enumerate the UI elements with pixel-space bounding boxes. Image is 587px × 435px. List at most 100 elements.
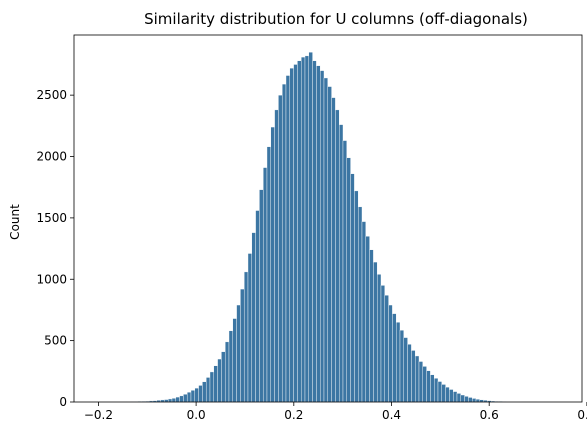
histogram-bar bbox=[354, 190, 359, 403]
histogram-bar bbox=[437, 381, 443, 403]
histogram-bar bbox=[266, 146, 271, 403]
histogram-bar bbox=[460, 394, 465, 403]
y-axis-ticks: 0 500 1000 1500 2000 2500 bbox=[36, 88, 74, 409]
x-tick-label: 0.4 bbox=[382, 408, 401, 422]
y-tick-label: 1500 bbox=[36, 211, 67, 225]
histogram-bar bbox=[361, 221, 366, 403]
histogram-bar bbox=[411, 350, 416, 403]
histogram-bar bbox=[251, 232, 256, 403]
histogram-bar bbox=[289, 67, 294, 403]
y-tick-label: 0 bbox=[59, 395, 67, 409]
histogram-bar bbox=[357, 206, 363, 403]
histogram-bar bbox=[183, 394, 188, 403]
histogram-bar bbox=[392, 313, 397, 403]
histogram-bar bbox=[380, 285, 385, 403]
x-tick-label: 0.8 bbox=[577, 408, 587, 422]
histogram-bar bbox=[399, 329, 404, 403]
histogram-bar bbox=[434, 378, 439, 403]
histogram-bar bbox=[262, 167, 268, 403]
chart-title: Similarity distribution for U columns (o… bbox=[144, 10, 528, 28]
plot-frame bbox=[73, 34, 583, 403]
histogram-bar bbox=[312, 60, 317, 403]
histogram-bar bbox=[426, 370, 431, 403]
histogram-bar bbox=[331, 97, 336, 403]
histogram-bar bbox=[369, 249, 374, 403]
histogram-bar bbox=[293, 64, 298, 403]
histogram-bar bbox=[475, 398, 481, 403]
histogram-bar bbox=[224, 341, 230, 403]
histogram-bar bbox=[217, 358, 222, 403]
histogram-bar bbox=[376, 274, 382, 403]
histogram-bar bbox=[202, 381, 207, 403]
histogram-bar bbox=[255, 210, 260, 403]
x-tick-label: −0.2 bbox=[84, 408, 113, 422]
histogram-bars bbox=[95, 51, 538, 403]
histogram-bar bbox=[323, 77, 328, 403]
histogram-bar bbox=[243, 271, 249, 403]
histogram-bar bbox=[304, 55, 309, 403]
x-tick-label: 0.6 bbox=[480, 408, 499, 422]
histogram-bar bbox=[186, 391, 192, 403]
histogram-bar bbox=[350, 173, 355, 403]
histogram-bar bbox=[395, 322, 401, 403]
histogram-bar bbox=[403, 337, 408, 403]
histogram-bar bbox=[167, 398, 173, 403]
histogram-bar bbox=[205, 377, 211, 403]
histogram-bar bbox=[338, 124, 344, 403]
histogram-bar bbox=[335, 109, 340, 403]
histogram-bar bbox=[327, 86, 332, 403]
histogram-bar bbox=[232, 318, 237, 403]
y-tick-label: 2500 bbox=[36, 88, 67, 102]
histogram-bar bbox=[240, 288, 245, 403]
histogram-bar bbox=[445, 386, 450, 403]
histogram-bar bbox=[209, 371, 214, 403]
histogram-bar bbox=[300, 56, 306, 403]
histogram-bar bbox=[415, 355, 420, 403]
histogram-bar bbox=[468, 397, 473, 403]
histogram-bar bbox=[194, 387, 199, 403]
histogram-bar bbox=[297, 60, 302, 403]
histogram-bar bbox=[308, 51, 313, 403]
histogram-bar bbox=[456, 393, 462, 403]
histogram-bar bbox=[365, 236, 370, 403]
histogram-bar bbox=[285, 75, 290, 403]
histogram-bar bbox=[175, 396, 180, 403]
y-tick-label: 2000 bbox=[36, 150, 67, 164]
y-tick-label: 1000 bbox=[36, 272, 67, 286]
histogram-bar bbox=[346, 157, 351, 403]
histogram-bar bbox=[316, 65, 321, 403]
histogram-bar bbox=[274, 109, 279, 403]
histogram-bar bbox=[384, 295, 389, 403]
histogram-bar bbox=[278, 94, 283, 403]
histogram-bar bbox=[373, 261, 378, 403]
histogram-bar bbox=[190, 390, 195, 403]
histogram-bar bbox=[247, 253, 252, 403]
histogram-bar bbox=[171, 398, 176, 403]
histogram-bar bbox=[270, 126, 275, 403]
histogram-bar bbox=[198, 385, 203, 403]
histogram-bar bbox=[213, 365, 218, 403]
x-tick-label: 0.2 bbox=[284, 408, 303, 422]
histogram-bar bbox=[422, 366, 427, 403]
histogram-bar bbox=[464, 396, 469, 403]
histogram-bar bbox=[453, 391, 458, 403]
histogram-bar bbox=[281, 83, 287, 403]
histogram-bar bbox=[236, 304, 241, 403]
x-tick-label: 0.0 bbox=[187, 408, 206, 422]
histogram-bar bbox=[388, 304, 393, 403]
histogram-bar bbox=[441, 384, 446, 403]
histogram-bar bbox=[472, 398, 477, 403]
histogram-bar bbox=[430, 374, 435, 403]
histogram-bar bbox=[449, 389, 454, 403]
histogram-bar bbox=[259, 189, 264, 403]
histogram-bar bbox=[228, 330, 233, 403]
histogram-bar bbox=[407, 344, 412, 403]
x-axis-ticks: −0.2 0.0 0.2 0.4 0.6 0.8 bbox=[84, 402, 587, 422]
histogram-bar bbox=[179, 395, 184, 403]
histogram-bar bbox=[221, 351, 226, 403]
y-axis-label: Count bbox=[8, 204, 22, 240]
y-tick-label: 500 bbox=[44, 334, 67, 348]
histogram-bar bbox=[319, 70, 325, 403]
histogram-bar bbox=[418, 361, 424, 403]
